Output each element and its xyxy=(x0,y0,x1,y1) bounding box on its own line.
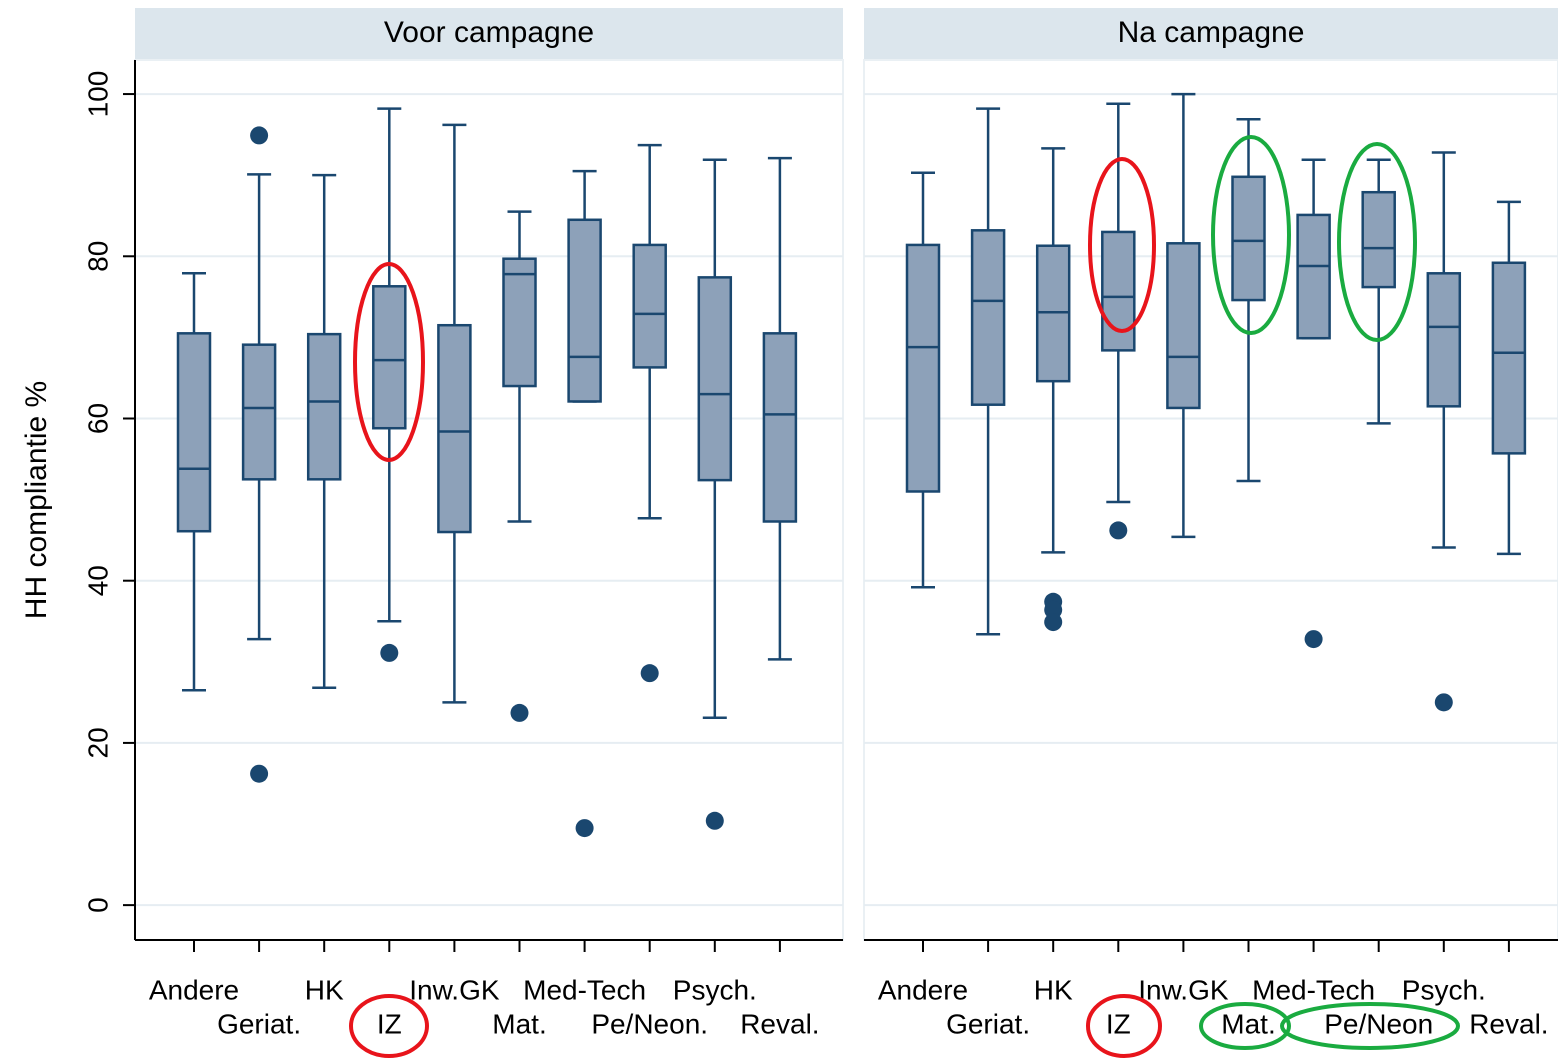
x-tick-label: HK xyxy=(1034,974,1073,1005)
highlight-oval xyxy=(1199,1002,1291,1050)
box xyxy=(241,343,277,481)
x-tick-label: Geriat. xyxy=(946,1008,1030,1039)
box xyxy=(1426,272,1462,408)
x-tick-label: Andere xyxy=(149,974,239,1005)
box xyxy=(970,229,1006,406)
box xyxy=(905,243,941,493)
x-tick-label: Med-Tech xyxy=(1252,974,1375,1005)
outlier xyxy=(1109,521,1128,540)
box xyxy=(1166,242,1201,410)
outlier xyxy=(250,764,269,783)
x-tick-label: Mat. xyxy=(1221,1008,1275,1039)
y-axis-title: HH compliantie % xyxy=(20,381,53,619)
x-tick-label: Inw.GK xyxy=(1138,974,1229,1005)
panel-title: Voor campagne xyxy=(384,16,594,49)
box xyxy=(632,243,667,369)
x-tick-label: Inw.GK xyxy=(409,974,500,1005)
box xyxy=(437,323,472,534)
x-tick-label: Mat. xyxy=(492,1008,546,1039)
x-tick-label: Reval. xyxy=(740,1008,819,1039)
x-tick-label: Psych. xyxy=(1402,974,1486,1005)
box xyxy=(567,218,602,403)
box xyxy=(697,276,733,482)
x-tick-label: Pe/Neon. xyxy=(591,1008,708,1039)
box xyxy=(762,332,798,523)
y-tick-label: 0 xyxy=(82,897,113,913)
highlight-oval xyxy=(1211,135,1291,335)
header-strip xyxy=(864,8,1558,60)
x-tick-label: Geriat. xyxy=(217,1008,301,1039)
x-tick-label: Med-Tech xyxy=(523,974,646,1005)
x-tick-label: Psych. xyxy=(673,974,757,1005)
x-tick-label: Pe/Neon xyxy=(1324,1008,1433,1039)
outlier xyxy=(1434,693,1453,712)
y-tick-label: 20 xyxy=(82,727,113,758)
outlier xyxy=(380,643,399,662)
outlier xyxy=(510,703,529,722)
highlight-oval xyxy=(353,262,425,462)
highlight-oval xyxy=(1086,994,1162,1058)
plot-frame xyxy=(863,59,1558,941)
y-tick-label: 80 xyxy=(82,241,113,272)
box xyxy=(1296,213,1331,340)
x-tick-label: IZ xyxy=(1106,1008,1131,1039)
header-strip xyxy=(135,8,843,60)
y-tick-label: 100 xyxy=(82,71,113,118)
outlier xyxy=(640,664,659,683)
x-tick-label: IZ xyxy=(377,1008,402,1039)
y-tick-label: 60 xyxy=(82,403,113,434)
box xyxy=(502,257,537,388)
plots: Voor campagne 0 20 40 60 80 100 HH compliantie … xyxy=(20,8,1558,1039)
x-tick-label: Reval. xyxy=(1469,1008,1548,1039)
box xyxy=(176,332,212,533)
box xyxy=(1101,230,1136,352)
highlight-oval xyxy=(1280,1002,1460,1050)
highlight-oval xyxy=(1337,142,1417,342)
outlier xyxy=(1304,630,1323,649)
panel-title: Na campagne xyxy=(1118,16,1305,49)
box xyxy=(306,332,342,481)
outlier xyxy=(575,819,594,838)
plot-frame xyxy=(134,59,844,941)
x-tick-label: Andere xyxy=(878,974,968,1005)
y-tick-label: 40 xyxy=(82,565,113,596)
box xyxy=(1361,190,1396,289)
outlier xyxy=(250,126,269,145)
highlight-oval xyxy=(349,994,429,1058)
highlight-oval xyxy=(1088,157,1156,333)
box xyxy=(1231,175,1266,302)
outlier xyxy=(705,811,724,830)
outlier xyxy=(1044,613,1063,632)
box xyxy=(1491,261,1527,455)
x-tick-label: HK xyxy=(305,974,344,1005)
box xyxy=(372,285,407,430)
